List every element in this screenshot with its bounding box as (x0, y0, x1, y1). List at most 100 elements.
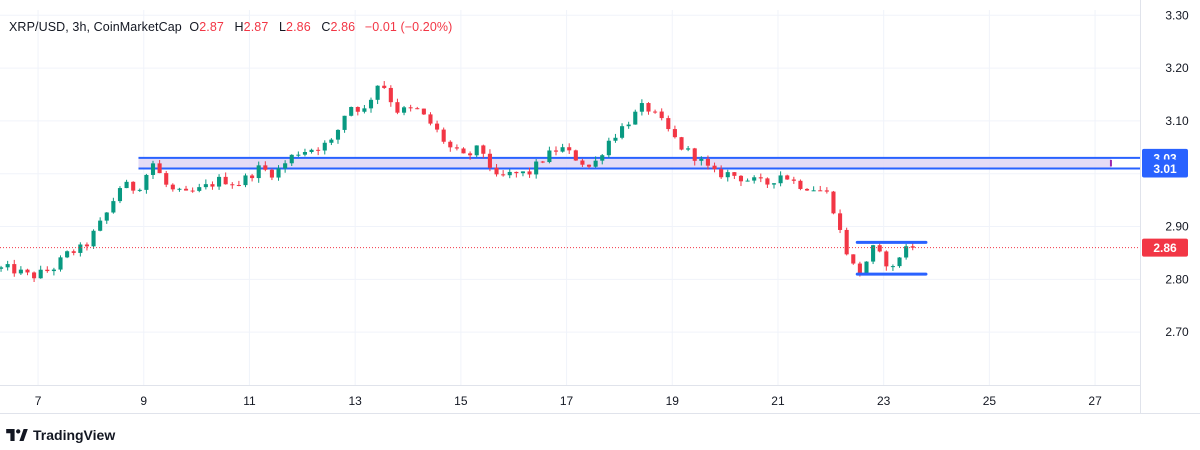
candle-body (507, 171, 512, 176)
candle-body (600, 155, 605, 161)
candle-body (283, 163, 288, 169)
grid (0, 10, 1140, 385)
candle-body (256, 165, 261, 179)
chart-legend: XRP/USD, 3h, CoinMarketCap O2.87 H2.87 L… (9, 20, 452, 34)
tradingview-logo-icon (6, 429, 28, 441)
candle-body (210, 184, 215, 187)
resistance-zone[interactable] (138, 156, 1140, 170)
candle-body (84, 244, 89, 247)
candle-body (183, 188, 189, 191)
candle-body (857, 263, 862, 275)
zone-bottom-price-label[interactable]: 3.01 (1153, 162, 1177, 176)
candle-body (428, 114, 433, 124)
candle-body (699, 158, 704, 161)
candle-body (586, 164, 592, 167)
candle-body (705, 158, 710, 166)
candle-body (620, 126, 625, 138)
candle-body (421, 108, 426, 115)
x-tick-label: 7 (35, 394, 42, 408)
candle-body (613, 137, 618, 141)
candle-body (454, 147, 459, 149)
high-value: 2.87 (243, 20, 269, 34)
candle-body (593, 160, 598, 167)
candle-body (791, 179, 796, 181)
candle-body (771, 183, 777, 185)
low-label: L (278, 20, 287, 34)
candle-body (514, 171, 519, 174)
candle-body (395, 102, 400, 113)
candle-body (646, 103, 651, 112)
candle-body (639, 103, 644, 112)
candle-body (606, 140, 611, 156)
x-tick-label: 13 (348, 394, 362, 408)
candle-body (778, 175, 783, 184)
candle-body (719, 169, 724, 178)
candle-body (692, 148, 697, 161)
candle-body (71, 251, 76, 253)
candle-body (164, 173, 169, 185)
candle-body (884, 251, 889, 267)
candle-body (732, 172, 737, 176)
candle-body (818, 190, 823, 192)
candle-body (342, 115, 347, 130)
candle-body (824, 190, 829, 192)
candle-body (785, 175, 790, 180)
candle-body (12, 264, 17, 274)
candle-body (289, 154, 294, 164)
candle-body (745, 180, 750, 182)
x-tick-label: 11 (243, 394, 256, 408)
candle-body (633, 111, 638, 125)
candle-body (626, 124, 631, 127)
candle-body (758, 177, 763, 179)
candle-body (890, 266, 895, 268)
close-label: C (321, 20, 331, 34)
candle-body (296, 154, 301, 156)
candle-body (117, 188, 123, 202)
candle-body (520, 171, 526, 174)
candle-body (78, 244, 83, 253)
candle-body (316, 149, 321, 151)
candle-body (223, 176, 228, 185)
candle-body (672, 129, 677, 138)
candle-body (250, 175, 255, 179)
candle-body (547, 150, 552, 163)
candle-body (104, 212, 109, 221)
candle-body (560, 147, 565, 152)
x-tick-label: 27 (1088, 394, 1102, 408)
overlays (0, 240, 1140, 276)
zone-bottom-price-label-bg[interactable] (1142, 159, 1188, 178)
candle-body (131, 181, 136, 191)
candle-body (51, 269, 56, 272)
candle-body (0, 267, 4, 269)
candle-body (666, 118, 671, 130)
candle-body (243, 175, 248, 186)
candle-body (904, 246, 909, 258)
y-tick-label: 2.90 (1165, 220, 1189, 234)
tradingview-brand[interactable]: TradingView (6, 427, 115, 443)
y-tick-label: 3.10 (1165, 114, 1189, 128)
candle-body (157, 163, 162, 174)
candle-body (534, 161, 539, 175)
candle-body (474, 145, 479, 156)
resistance-zone-fill[interactable] (138, 157, 1111, 169)
candle-body (838, 213, 843, 230)
x-tick-label: 25 (983, 394, 997, 408)
candle-body (236, 184, 241, 186)
candle-body (851, 254, 856, 264)
candle-body (910, 246, 915, 248)
candle-body (388, 87, 393, 103)
candle-body (203, 184, 208, 188)
candle-body (382, 85, 387, 88)
last-price-label-bg[interactable] (1142, 238, 1188, 257)
candle-body (811, 190, 816, 192)
candle-body (877, 245, 882, 252)
candle-body (91, 230, 96, 247)
x-tick-label: 19 (666, 394, 680, 408)
candle-body (540, 161, 545, 163)
change-value: −0.01 (−0.20%) (364, 20, 453, 34)
candle-body (263, 165, 268, 170)
last-price-label[interactable]: 2.86 (1153, 241, 1177, 255)
x-tick-label: 15 (454, 394, 468, 408)
